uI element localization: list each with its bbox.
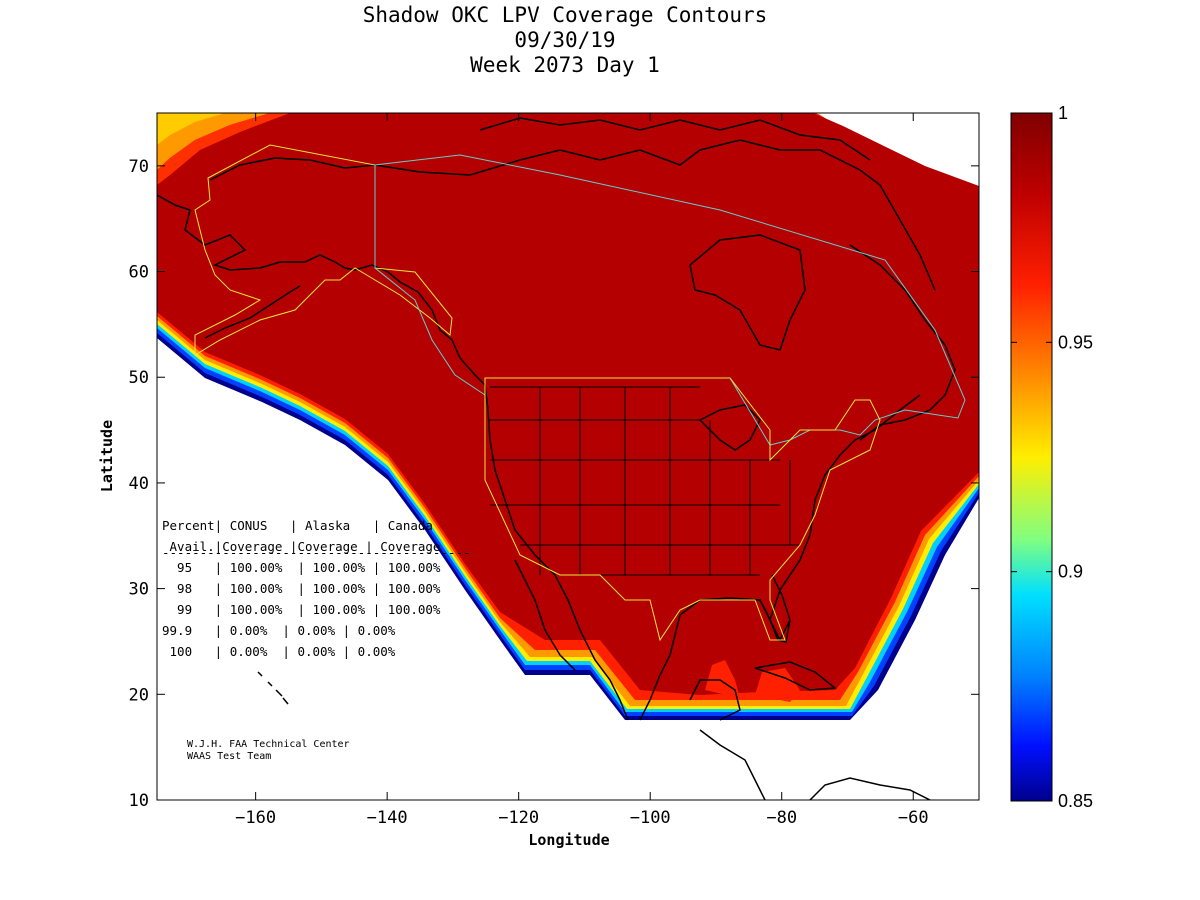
arctic-islands [479,117,871,161]
baja [514,559,576,671]
x-tick-label: −140 [367,808,408,828]
y-tick-label: 50 [129,368,149,388]
coastlines [157,117,956,800]
y-axis-label: Latitude [98,420,116,492]
credit-line-2: WAAS Test Team [187,751,271,762]
aleutians [204,285,301,339]
service-areas [194,144,966,642]
colorbar-tick-label: 0.9 [1058,562,1083,582]
us-west-coast [459,357,629,721]
y-axis-ticks: 10 20 30 40 50 60 70 [129,157,979,811]
table-header-row-2: Avail.|Coverage |Coverage | Coverage [162,539,440,554]
hawaii [257,671,289,705]
colorbar-tick-label: 1 [1058,103,1068,123]
y-tick-label: 40 [129,474,149,494]
canada-service-area [374,154,966,446]
colorbar-tick-label: 0.85 [1058,791,1093,811]
alaska-north-coast [209,157,376,181]
y-tick-label: 70 [129,157,149,177]
x-tick-label: −100 [630,808,671,828]
florida [759,574,791,643]
table-row: 99 | 100.00% | 100.00% | 100.00% [162,602,441,617]
colorbar [1010,112,1053,802]
cuba [754,661,837,691]
contour-corner-red [157,113,290,185]
coverage-table: Percent| CONUS | Alaska | Canada Avail.|… [162,518,471,659]
x-tick-label: −80 [766,808,797,828]
x-tick-label: −60 [898,808,929,828]
contour-gulf-red [705,660,740,698]
chart-title-line-2: 09/30/19 [514,28,616,52]
contour-corner-yellow [157,113,225,145]
y-tick-label: 60 [129,263,149,283]
x-axis-ticks: −160 −140 −120 −100 −80 −60 [235,113,929,828]
table-header-row-1: Percent| CONUS | Alaska | Canada [162,518,433,533]
conus-service-area [484,377,881,642]
credit-line-1: W.J.H. FAA Technical Center [187,739,350,750]
colorbar-ticks: 1 0.95 0.9 0.85 [1011,103,1093,811]
table-row: 98 | 100.00% | 100.00% | 100.00% [162,581,441,596]
table-row: 100 | 0.00% | 0.00% | 0.00% [162,644,396,659]
y-tick-label: 10 [129,791,149,811]
labrador-coast [849,244,956,441]
great-lakes [698,404,761,451]
table-separator: ----------------------------------------… [162,545,471,560]
yucatan [689,679,741,721]
state-lines-horizontal [490,386,800,576]
alaska-service-area [194,144,453,356]
chart-title-line-3: Week 2073 Day 1 [470,53,660,77]
state-lines-vertical [539,387,791,575]
chart-title-line-1: Shadow OKC LPV Coverage Contours [362,3,768,27]
x-tick-label: −160 [235,808,276,828]
coverage-contours [157,113,979,720]
contour-caribbean-red [755,668,800,702]
plot-frame [156,112,980,801]
table-row: 95 | 100.00% | 100.00% | 100.00% [162,560,441,575]
contour-dark-red [157,113,979,695]
y-tick-label: 20 [129,685,149,705]
state-boundaries [490,386,800,576]
table-row: 99.9 | 0.00% | 0.00% | 0.00% [162,623,396,638]
x-axis-label: Longitude [528,831,609,849]
x-tick-label: −120 [498,808,539,828]
us-east-coast [769,394,921,621]
canada-arctic-coast [374,139,936,291]
hudson-bay [689,234,806,351]
y-tick-label: 30 [129,580,149,600]
central-america [699,729,766,800]
contour-corner-orange [157,113,270,170]
alaska-coast [157,194,461,359]
colorbar-tick-label: 0.95 [1058,332,1093,352]
south-america [809,777,931,800]
